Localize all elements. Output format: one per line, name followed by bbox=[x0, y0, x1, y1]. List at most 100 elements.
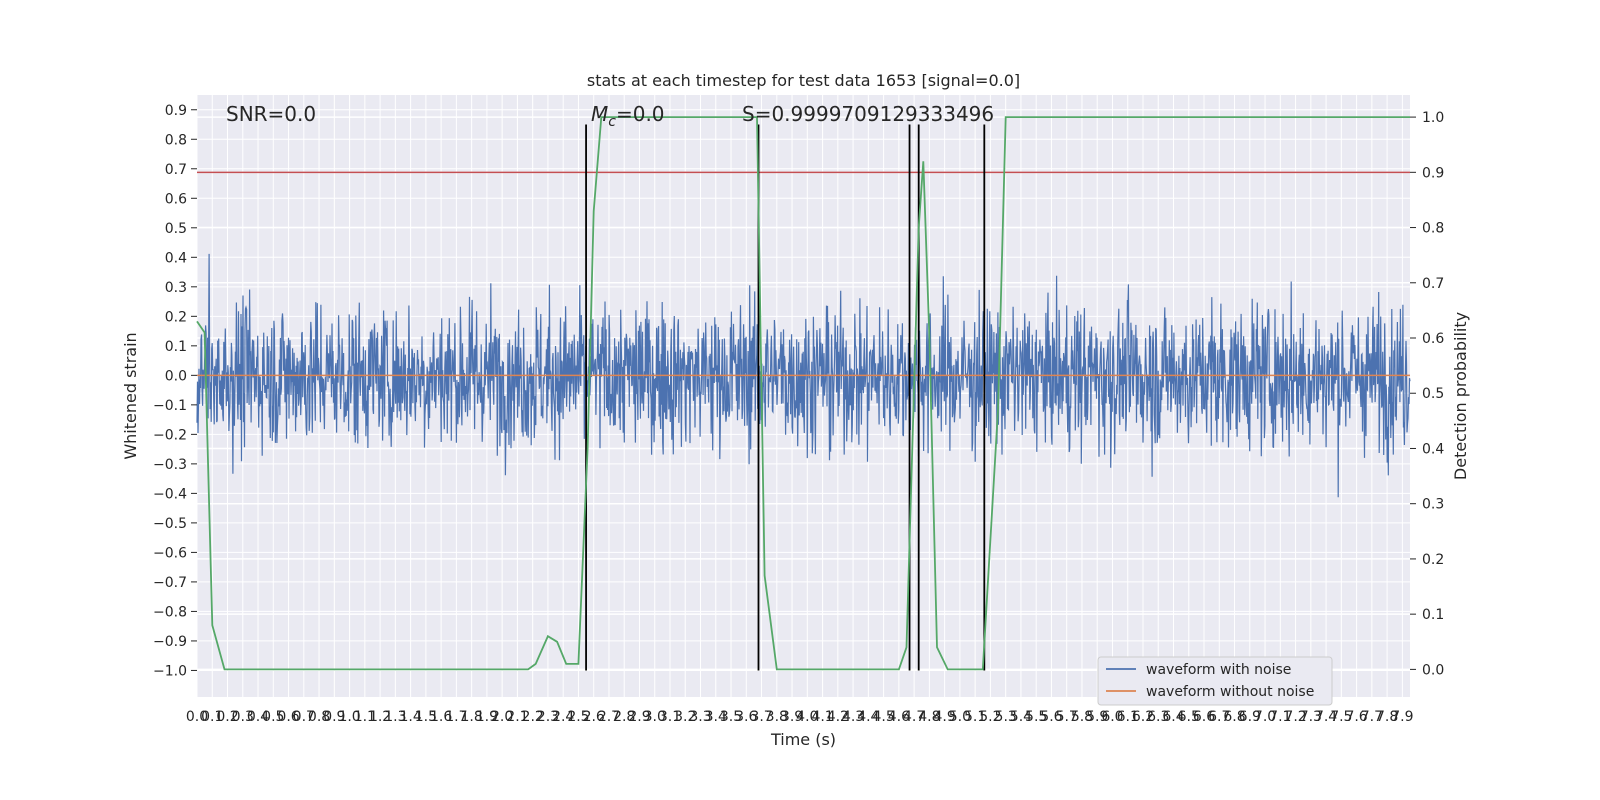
x-tick-label: 0.2 bbox=[216, 709, 238, 725]
noisy-waveform-line bbox=[196, 253, 1411, 498]
x-tick-label: 2.4 bbox=[552, 709, 574, 725]
y2-tick-label: 0.6 bbox=[1422, 331, 1444, 347]
x-tick-label: 5.7 bbox=[1056, 709, 1078, 725]
x-tick-label: 3.1 bbox=[659, 709, 681, 725]
x-tick-label: 3.9 bbox=[781, 709, 803, 725]
x-tick-label: 6.5 bbox=[1178, 709, 1200, 725]
y2-tick-label: 0.3 bbox=[1422, 497, 1444, 513]
y-tick-label: −1.0 bbox=[153, 663, 187, 679]
x-tick-label: 2.5 bbox=[567, 709, 589, 725]
x-tick-label: 0.0 bbox=[186, 709, 208, 725]
y2-tick-label: 0.1 bbox=[1422, 607, 1444, 623]
y2-tick-label: 1.0 bbox=[1422, 110, 1444, 126]
x-tick-label: 6.7 bbox=[1208, 709, 1230, 725]
x-tick-label: 7.4 bbox=[1315, 709, 1337, 725]
x-tick-label: 5.5 bbox=[1025, 709, 1047, 725]
x-tick-label: 1.9 bbox=[476, 709, 498, 725]
x-tick-label: 3.2 bbox=[674, 709, 696, 725]
x-tick-label: 4.1 bbox=[811, 709, 833, 725]
x-tick-label: 7.0 bbox=[1254, 709, 1276, 725]
x-tick-label: 4.8 bbox=[918, 709, 940, 725]
legend: waveform with noise waveform without noi… bbox=[1097, 656, 1333, 706]
y2-tick-label: 0.5 bbox=[1422, 386, 1444, 402]
x-tick-label: 1.5 bbox=[415, 709, 437, 725]
left-axis-ticks: −1.0 −0.9 −0.8 −0.7 −0.6 −0.5 −0.4 −0.3 −0.2 −0.1… bbox=[153, 103, 197, 679]
x-tick-label: 2.0 bbox=[491, 709, 513, 725]
snr-annotation: SNR=0.0 bbox=[226, 102, 316, 126]
y2-tick-label: 0.0 bbox=[1422, 662, 1444, 678]
y-tick-label: −0.7 bbox=[153, 575, 187, 591]
x-tick-label: 5.1 bbox=[964, 709, 986, 725]
x-tick-label: 6.1 bbox=[1117, 709, 1139, 725]
y-tick-label: −0.8 bbox=[153, 604, 187, 620]
x-tick-label: 0.8 bbox=[308, 709, 330, 725]
x-tick-label: 1.3 bbox=[384, 709, 406, 725]
x-tick-label: 5.0 bbox=[949, 709, 971, 725]
y-tick-label: −0.5 bbox=[153, 516, 187, 532]
x-tick-label: 0.3 bbox=[232, 709, 254, 725]
x-tick-label: 5.2 bbox=[979, 709, 1001, 725]
x-tick-label: 5.3 bbox=[995, 709, 1017, 725]
x-tick-label: 4.6 bbox=[888, 709, 910, 725]
y-tick-label: −0.3 bbox=[153, 457, 187, 473]
y2-tick-label: 0.4 bbox=[1422, 441, 1444, 457]
x-tick-label: 0.7 bbox=[293, 709, 315, 725]
x-axis-ticks: 0.00.10.20.30.40.50.60.70.80.91.01.11.21… bbox=[186, 709, 1414, 725]
x-tick-label: 4.3 bbox=[842, 709, 864, 725]
x-tick-label: 3.3 bbox=[689, 709, 711, 725]
x-tick-label: 1.8 bbox=[461, 709, 483, 725]
x-tick-label: 7.1 bbox=[1269, 709, 1291, 725]
x-tick-label: 4.0 bbox=[796, 709, 818, 725]
y-tick-label: −0.6 bbox=[153, 545, 187, 561]
x-tick-label: 3.4 bbox=[705, 709, 727, 725]
x-tick-label: 6.4 bbox=[1162, 709, 1184, 725]
y2-axis-label: Detection probability bbox=[1451, 312, 1470, 480]
x-tick-label: 5.8 bbox=[1071, 709, 1093, 725]
x-tick-label: 4.9 bbox=[934, 709, 956, 725]
x-tick-label: 0.4 bbox=[247, 709, 269, 725]
detection-probability-line bbox=[196, 116, 1410, 671]
x-tick-label: 7.2 bbox=[1284, 709, 1306, 725]
y-tick-label: 0.1 bbox=[165, 339, 187, 355]
y-tick-label: 0.2 bbox=[165, 309, 187, 325]
y-tick-label: 0.3 bbox=[165, 280, 187, 296]
x-tick-label: 1.0 bbox=[338, 709, 360, 725]
x-tick-label: 0.9 bbox=[323, 709, 345, 725]
x-tick-label: 1.7 bbox=[445, 709, 467, 725]
x-tick-label: 6.9 bbox=[1239, 709, 1261, 725]
noisy-waveform-series bbox=[196, 253, 1411, 498]
y-tick-label: 0.9 bbox=[165, 103, 187, 119]
y-tick-label: 0.7 bbox=[165, 162, 187, 178]
x-tick-label: 6.6 bbox=[1193, 709, 1215, 725]
x-tick-label: 5.4 bbox=[1010, 709, 1032, 725]
x-tick-label: 1.1 bbox=[354, 709, 376, 725]
x-tick-label: 5.6 bbox=[1040, 709, 1062, 725]
x-tick-label: 2.3 bbox=[537, 709, 559, 725]
chirp-mass-annotation: Mc=0.0 bbox=[591, 102, 665, 130]
x-tick-label: 2.9 bbox=[628, 709, 650, 725]
y-tick-label: −0.2 bbox=[153, 427, 187, 443]
y-tick-label: 0.8 bbox=[165, 132, 187, 148]
x-axis-label: Time (s) bbox=[770, 730, 836, 749]
x-tick-label: 0.1 bbox=[201, 709, 223, 725]
x-tick-label: 2.8 bbox=[613, 709, 635, 725]
x-tick-label: 0.6 bbox=[277, 709, 299, 725]
x-tick-label: 7.8 bbox=[1376, 709, 1398, 725]
score-annotation: S=0.9999709129333496 bbox=[742, 102, 994, 126]
x-tick-label: 3.0 bbox=[644, 709, 666, 725]
x-tick-label: 3.5 bbox=[720, 709, 742, 725]
y-axis-label: Whitened strain bbox=[121, 332, 140, 459]
y-tick-label: 0.0 bbox=[165, 368, 187, 384]
x-tick-label: 7.7 bbox=[1361, 709, 1383, 725]
x-tick-label: 4.4 bbox=[857, 709, 879, 725]
x-tick-label: 2.1 bbox=[506, 709, 528, 725]
legend-box bbox=[1097, 656, 1333, 706]
lines-layer bbox=[196, 116, 1410, 671]
x-tick-label: 1.4 bbox=[399, 709, 421, 725]
x-tick-label: 1.2 bbox=[369, 709, 391, 725]
x-tick-label: 3.6 bbox=[735, 709, 757, 725]
mc-symbol: M bbox=[591, 102, 608, 126]
chart-title: stats at each timestep for test data 165… bbox=[587, 71, 1020, 90]
x-tick-label: 6.2 bbox=[1132, 709, 1154, 725]
